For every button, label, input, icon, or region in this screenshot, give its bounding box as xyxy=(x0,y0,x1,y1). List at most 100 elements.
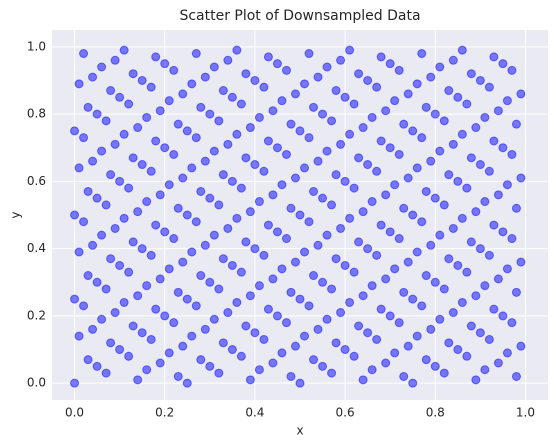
point xyxy=(277,180,287,190)
point xyxy=(182,378,192,388)
point xyxy=(290,257,300,267)
point xyxy=(236,351,246,361)
point xyxy=(489,52,499,62)
point xyxy=(232,297,242,307)
point xyxy=(259,250,269,260)
point xyxy=(173,203,183,213)
point xyxy=(88,156,98,166)
point xyxy=(367,197,377,207)
point xyxy=(435,314,445,324)
point xyxy=(160,227,170,237)
point xyxy=(394,318,404,328)
point xyxy=(435,146,445,156)
point xyxy=(462,267,472,277)
chart-title: Scatter Plot of Downsampled Data xyxy=(179,8,420,24)
point xyxy=(137,328,147,338)
point xyxy=(205,361,215,371)
point xyxy=(340,176,350,186)
point xyxy=(214,284,224,294)
point xyxy=(498,59,508,69)
point xyxy=(399,371,409,381)
point xyxy=(191,217,201,227)
point xyxy=(430,277,440,287)
point xyxy=(128,69,138,79)
point xyxy=(385,311,395,321)
point xyxy=(79,301,89,311)
point xyxy=(489,220,499,230)
point xyxy=(223,139,233,149)
point xyxy=(173,119,183,129)
point xyxy=(259,82,269,92)
point xyxy=(83,271,93,281)
point xyxy=(507,318,517,328)
point xyxy=(421,271,431,281)
point xyxy=(331,86,341,96)
point xyxy=(115,176,125,186)
point xyxy=(106,338,116,348)
point xyxy=(286,371,296,381)
point xyxy=(173,287,183,297)
point xyxy=(232,45,242,55)
point xyxy=(426,240,436,250)
point xyxy=(205,109,215,119)
point xyxy=(349,267,359,277)
point xyxy=(281,318,291,328)
point xyxy=(381,274,391,284)
point xyxy=(448,223,458,233)
x-axis-label: x xyxy=(296,424,303,438)
point xyxy=(79,217,89,227)
point xyxy=(309,102,319,112)
point xyxy=(318,361,328,371)
point xyxy=(331,170,341,180)
point xyxy=(376,220,386,230)
point xyxy=(480,281,490,291)
point xyxy=(336,223,346,233)
point xyxy=(205,193,215,203)
point xyxy=(151,304,161,314)
point xyxy=(462,183,472,193)
point xyxy=(196,271,206,281)
point xyxy=(128,237,138,247)
x-tick-label: 0.4 xyxy=(245,406,264,420)
x-tick-label: 0.8 xyxy=(426,406,445,420)
point xyxy=(367,281,377,291)
point xyxy=(209,314,219,324)
point xyxy=(313,72,323,82)
point xyxy=(331,254,341,264)
point xyxy=(200,156,210,166)
point xyxy=(92,277,102,287)
point xyxy=(191,133,201,143)
point xyxy=(511,203,521,213)
point xyxy=(218,338,228,348)
point xyxy=(336,308,346,318)
point xyxy=(250,160,260,170)
point xyxy=(178,257,188,267)
point xyxy=(124,99,134,109)
point xyxy=(110,55,120,65)
point xyxy=(309,355,319,365)
point xyxy=(227,92,237,102)
point xyxy=(227,260,237,270)
point xyxy=(245,375,255,385)
point xyxy=(489,304,499,314)
point xyxy=(160,311,170,321)
point xyxy=(209,146,219,156)
point xyxy=(232,213,242,223)
point xyxy=(92,361,102,371)
point xyxy=(146,250,156,260)
point xyxy=(300,331,310,341)
point xyxy=(453,260,463,270)
point xyxy=(245,123,255,133)
point xyxy=(390,96,400,106)
point xyxy=(336,55,346,65)
point xyxy=(259,166,269,176)
point xyxy=(164,96,174,106)
point xyxy=(227,176,237,186)
point xyxy=(345,45,355,55)
point xyxy=(457,213,467,223)
point xyxy=(146,334,156,344)
point xyxy=(209,230,219,240)
point xyxy=(124,351,134,361)
point xyxy=(367,112,377,122)
point xyxy=(444,170,454,180)
